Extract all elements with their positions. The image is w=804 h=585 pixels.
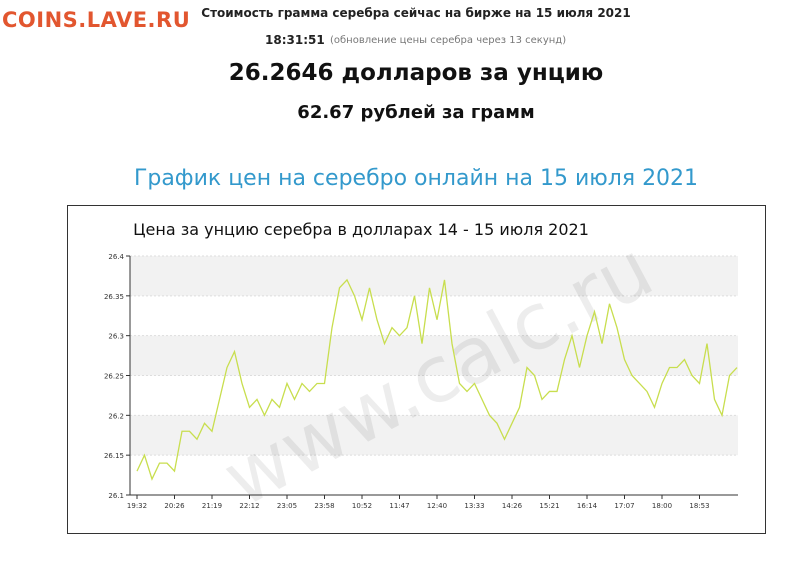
chart-title: Цена за унцию серебра в долларах 14 - 15…	[133, 220, 589, 239]
price-usd: 26.2646 долларов за унцию	[228, 60, 604, 86]
x-tick-label: 14:26	[502, 502, 523, 510]
y-tick-label: 26.25	[104, 373, 124, 381]
price-line	[136, 278, 738, 481]
section-title: График цен на серебро онлайн на 15 июля …	[133, 166, 699, 191]
update-note: (обновление цены серебра через 13 секунд…	[330, 35, 567, 46]
price-rub: 62.67 рублей за грамм	[297, 102, 535, 123]
band	[130, 335, 738, 376]
y-tick-label: 26.15	[104, 452, 124, 460]
x-tick-label: 10:52	[352, 502, 372, 510]
x-tick-label: 23:58	[314, 502, 334, 510]
y-tick-label: 26.2	[108, 412, 124, 420]
x-tick-label: 20:26	[164, 502, 185, 510]
x-tick-label: 12:40	[427, 502, 447, 510]
x-tick-label: 23:05	[277, 502, 297, 510]
x-tick-label: 13:33	[464, 502, 484, 510]
chart: Цена за унцию серебра в долларах 14 - 15…	[67, 205, 766, 534]
x-tick-label: 22:12	[239, 502, 259, 510]
x-tick-label: 15:21	[539, 502, 559, 510]
time: 18:31:51	[265, 33, 325, 47]
band	[130, 256, 738, 296]
y-tick-label: 26.1	[108, 492, 124, 500]
x-tick-label: 16:14	[577, 502, 598, 510]
x-tick-label: 18:00	[652, 502, 672, 510]
x-tick-label: 11:47	[389, 502, 409, 510]
x-tick-label: 21:19	[202, 502, 222, 510]
x-tick-label: 17:07	[614, 502, 634, 510]
band	[130, 415, 738, 456]
site-watermark: COINS.LAVE.RU	[2, 8, 191, 32]
x-tick-label: 19:32	[127, 502, 147, 510]
y-tick-label: 26.4	[108, 253, 124, 261]
y-tick-label: 26.35	[104, 293, 124, 301]
y-tick-label: 26.3	[108, 333, 124, 341]
page-title: Стоимость грамма серебра сейчас на бирже…	[201, 6, 631, 20]
x-tick-label: 18:53	[689, 502, 709, 510]
